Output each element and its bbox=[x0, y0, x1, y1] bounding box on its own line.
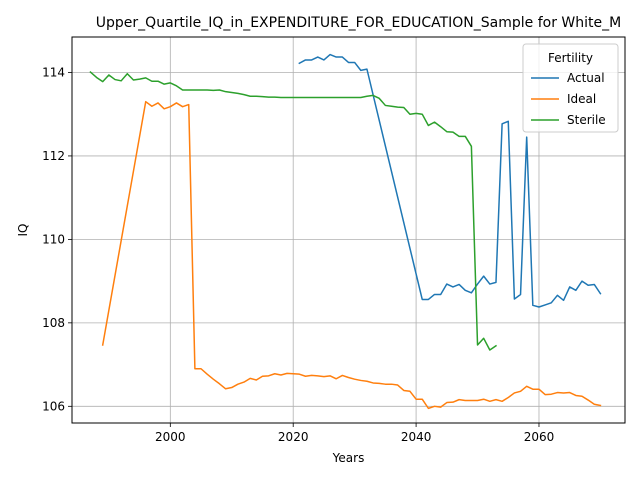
x-axis-ticks: 2000 2020 2040 2060 bbox=[155, 423, 554, 444]
y-axis-ticks: 106 108 110 112 114 bbox=[42, 65, 72, 413]
series-line-ideal bbox=[101, 100, 602, 410]
legend: Fertility Actual Ideal Sterile bbox=[522, 43, 619, 133]
chart-title: Upper_Quartile_IQ_in_EXPENDITURE_FOR_EDU… bbox=[96, 15, 621, 31]
y-tick-label: 114 bbox=[42, 65, 65, 79]
series-layer bbox=[89, 53, 602, 410]
y-tick-label: 110 bbox=[42, 232, 65, 246]
x-axis-label: Years bbox=[332, 451, 365, 465]
series-line-actual bbox=[298, 53, 602, 308]
axes-frame bbox=[71, 36, 626, 424]
x-tick-label: 2000 bbox=[155, 430, 186, 444]
legend-title: Fertility bbox=[548, 51, 593, 65]
y-tick-label: 106 bbox=[42, 399, 65, 413]
legend-label-sterile: Sterile bbox=[567, 113, 606, 127]
legend-label-actual: Actual bbox=[567, 71, 605, 85]
series-line-sterile bbox=[89, 70, 498, 351]
x-tick-label: 2060 bbox=[524, 430, 555, 444]
plot-area: 2000 2020 2040 2060 106 108 110 112 114 bbox=[42, 36, 626, 444]
y-tick-label: 112 bbox=[42, 149, 65, 163]
legend-label-ideal: Ideal bbox=[567, 92, 596, 106]
legend-items: Actual Ideal Sterile bbox=[531, 71, 606, 127]
x-tick-label: 2020 bbox=[278, 430, 309, 444]
y-axis-label: IQ bbox=[16, 224, 30, 237]
x-tick-label: 2040 bbox=[401, 430, 432, 444]
y-tick-label: 108 bbox=[42, 316, 65, 330]
legend-box bbox=[522, 43, 619, 133]
